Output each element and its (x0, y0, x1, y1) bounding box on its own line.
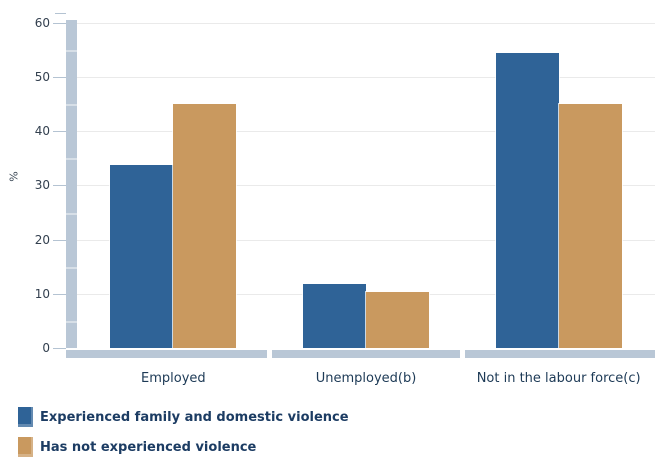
y-axis-tick (53, 239, 66, 241)
y-axis-band-separator (66, 212, 77, 215)
y-axis-tick-label: 20 (34, 232, 50, 247)
bar-experienced-violence (109, 164, 175, 349)
y-axis-tick-label: 0 (42, 341, 50, 355)
y-axis-tick (53, 293, 66, 295)
x-axis-band-segment (272, 350, 460, 358)
legend-label: Experienced family and domestic violence (40, 410, 349, 425)
bar-not-experienced-violence (365, 290, 430, 349)
y-axis-tick (53, 348, 66, 349)
y-axis-band-separator (66, 158, 77, 161)
legend-swatch (18, 437, 33, 457)
y-axis-top-tick (55, 13, 66, 14)
gridline (77, 131, 655, 133)
y-axis-band (66, 20, 77, 348)
y-axis-band-foot (66, 350, 77, 358)
bar-not-experienced-violence (557, 103, 623, 349)
y-axis-tick (53, 77, 66, 78)
gridline (77, 185, 655, 187)
y-axis-tick-label: 50 (34, 70, 50, 84)
y-axis-band-separator (66, 49, 77, 52)
category-label: Employed (141, 371, 206, 386)
y-axis-tick (53, 22, 66, 24)
y-axis-tick-label: 40 (34, 124, 50, 139)
bar-experienced-violence (494, 52, 560, 349)
y-axis-band-separator (66, 104, 77, 107)
category-label: Not in the labour force(c) (476, 371, 641, 386)
legend-label: Has not experienced violence (40, 440, 257, 455)
bar-experienced-violence (302, 282, 367, 349)
bar-not-experienced-violence (172, 103, 238, 349)
y-axis-tick-label: 10 (34, 286, 50, 301)
gridline (77, 22, 655, 24)
y-axis-band-separator (66, 266, 77, 269)
legend-swatch (18, 407, 33, 427)
y-axis-band-separator (66, 320, 77, 323)
x-axis-band-segment (77, 350, 268, 358)
y-axis-tick (53, 185, 66, 187)
gridline (77, 239, 655, 241)
x-axis-band-segment (464, 350, 655, 358)
y-axis-tick-label: 30 (34, 178, 50, 193)
y-axis-tick-label: 60 (34, 15, 50, 30)
category-label: Unemployed(b) (315, 371, 417, 386)
y-axis-tick (53, 131, 66, 133)
gridline (77, 77, 655, 78)
